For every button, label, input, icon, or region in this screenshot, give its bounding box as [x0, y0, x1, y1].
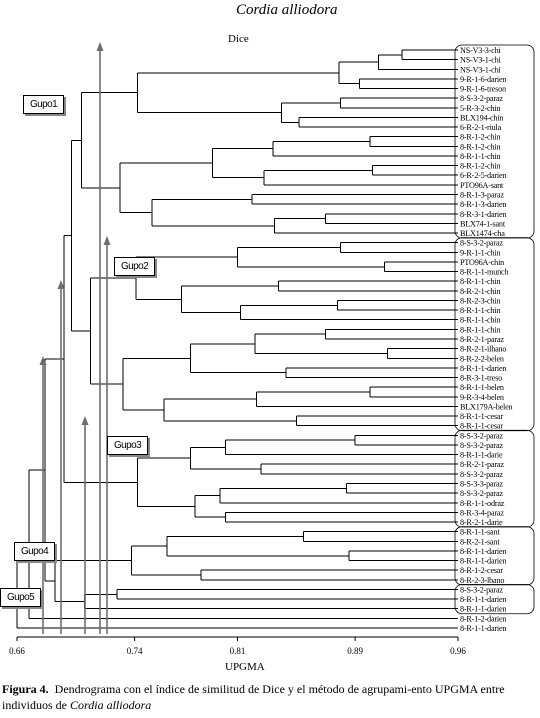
x-axis: 0.66 0.74 0.81 0.89 0.96 — [9, 636, 466, 656]
chart-title: Cordia alliodora — [236, 2, 338, 18]
leaf-label: 8-R-1-1-darien — [460, 595, 506, 604]
leaf-label: 8-R-1-1-chin — [460, 152, 500, 161]
leaf-label: 8-R-1-1-chin — [460, 325, 500, 334]
x-axis-label: UPGMA — [225, 661, 265, 673]
leaf-label: 8-R-1-1-darien — [460, 547, 506, 556]
leaf-label: 8-R-1-2-cesar — [460, 566, 503, 575]
leaf-label: 5-R-3-2-chin — [460, 104, 500, 113]
leaf-label: 8-R-1-1-darien — [460, 557, 506, 566]
leaf-label: 8-R-2-2-belen — [460, 354, 504, 363]
leaf-label: NS-V3-1-chi — [460, 56, 501, 65]
leaf-label: 8-S-3-2-paraz — [460, 585, 503, 594]
leaf-label: 8-S-3-2-paraz — [460, 239, 503, 248]
group-arrow-head-1 — [96, 42, 104, 51]
dendrogram: NS-V3-3-chiNS-V3-1-chiNS-V3-1-chi9-R-1-6… — [9, 42, 535, 656]
leaf-label: 8-S-3-2-paraz — [460, 431, 503, 440]
group-arrow-head-5 — [57, 280, 65, 289]
leaf-label: PTO96A-chin — [460, 258, 504, 267]
leaf-label: 8-R-3-1-treso — [460, 374, 502, 383]
caption-text: Dendrograma con el índice de similitud d… — [2, 682, 505, 712]
chart-subtitle: Dice — [228, 33, 249, 45]
leaf-label: 8-R-3-4-paraz — [460, 508, 504, 517]
leaf-label: 8-R-1-1-cesar — [460, 422, 503, 431]
leaf-label: 8-R-1-1-chin — [460, 316, 500, 325]
leaf-label: 8-R-1-1-munch — [460, 268, 508, 277]
leaf-label: 8-R-2-1-chin — [460, 287, 500, 296]
leaf-label: 8-S-3-3-paraz — [460, 480, 503, 489]
leaf-label: 8-R-2-1-paraz — [460, 335, 504, 344]
group-label-4: Gupo4 — [14, 542, 56, 561]
caption-label: Figura 4. — [2, 682, 49, 696]
caption-species: Cordia alliodora — [70, 698, 152, 712]
leaf-label: 8-R-1-2-darien — [460, 614, 506, 623]
x-tick-label-4: 0.96 — [450, 646, 466, 656]
leaf-labels: NS-V3-3-chiNS-V3-1-chiNS-V3-1-chi9-R-1-6… — [460, 46, 513, 633]
leaf-label: 8-R-1-1-cesar — [460, 412, 503, 421]
leaf-label: 8-R-1-1-darie — [460, 451, 503, 460]
group-label-1: Gupo1 — [23, 95, 65, 114]
leaf-label: 9-R-1-6-treson — [460, 85, 506, 94]
x-tick-label-1: 0.74 — [127, 646, 143, 656]
leaf-label: 8-S-3-2-paraz — [460, 94, 503, 103]
leaf-label: 8-S-3-2-paraz — [460, 489, 503, 498]
leaf-label: 8-R-1-1-darien — [460, 624, 506, 633]
group-label-5: Gupo5 — [0, 588, 42, 607]
leaf-label: 8-R-2-1-darie — [460, 518, 503, 527]
leaf-label: BLX74-1-sant — [460, 219, 506, 228]
leaf-label: 8-R-1-1-sant — [460, 528, 500, 537]
x-tick-label-0: 0.66 — [9, 646, 25, 656]
group-arrow-head-4 — [39, 356, 47, 365]
leaf-label: BLX194-chin — [460, 113, 503, 122]
group-arrow-head-2 — [103, 236, 111, 245]
x-tick-label-2: 0.81 — [230, 646, 246, 656]
leaf-label: NS-V3-1-chi — [460, 65, 501, 74]
leaf-label: 8-R-1-2-chin — [460, 133, 500, 142]
leaf-label: 8-R-1-1-belen — [460, 383, 504, 392]
x-tick-label-3: 0.89 — [347, 646, 363, 656]
leaf-label: 8-R-2-1-paraz — [460, 460, 504, 469]
leaf-label: 8-R-2-3-chin — [460, 296, 500, 305]
group-label-3: Gupo3 — [107, 436, 149, 455]
figure-caption: Figura 4. Dendrograma con el índice de s… — [2, 681, 538, 713]
leaf-label: 8-R-1-1-chin — [460, 277, 500, 286]
leaf-label: 8-R-2-1-ilhano — [460, 345, 506, 354]
leaf-label: NS-V3-3-chi — [460, 46, 501, 55]
leaf-label: 8-R-3-1-darien — [460, 210, 506, 219]
leaf-label: 8-R-1-1-darien — [460, 364, 506, 373]
leaf-label: 8-R-2-1-sant — [460, 537, 500, 546]
leaf-label: 8-R-1-1-chin — [460, 306, 500, 315]
group-arrow-head-3 — [81, 416, 89, 425]
leaf-group-frame-5 — [454, 584, 535, 615]
leaf-label: 8-R-1-1-darien — [460, 605, 506, 614]
leaf-label: 9-R-1-6-darien — [460, 75, 506, 84]
group-label-2: Gupo2 — [114, 257, 156, 276]
leaf-label: BLX1474-cha — [460, 229, 505, 238]
leaf-label: PTO96A-sant — [460, 181, 504, 190]
leaf-label: 9-R-3-4-belen — [460, 393, 504, 402]
leaf-label: 8-R-1-3-darien — [460, 200, 506, 209]
leaf-group-frames — [454, 44, 535, 615]
leaf-label: 8-R-1-1-odraz — [460, 499, 505, 508]
leaf-label: 6-R-2-5-darien — [460, 171, 506, 180]
dendrogram-tree — [16, 49, 458, 629]
leaf-label: 8-R-1-2-chin — [460, 142, 500, 151]
leaf-label: 8-R-1-2-chin — [460, 162, 500, 171]
leaf-label: BLX179A-belen — [460, 402, 513, 411]
leaf-label: 6-R-2-1-riula — [460, 123, 502, 132]
leaf-label: 8-S-3-2-paraz — [460, 470, 503, 479]
leaf-label: 8-S-3-2-paraz — [460, 441, 503, 450]
leaf-label: 8-R-1-3-paraz — [460, 191, 504, 200]
leaf-label: 9-R-1-1-chin — [460, 248, 500, 257]
leaf-label: 8-R-2-3-lbano — [460, 576, 504, 585]
